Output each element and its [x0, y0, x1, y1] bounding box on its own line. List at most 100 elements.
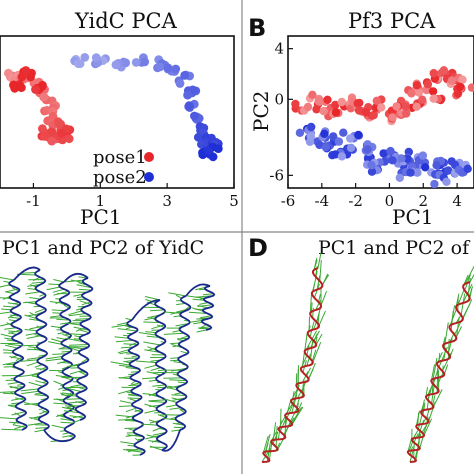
mode-vector	[119, 405, 133, 407]
panel-b-point-pose2	[331, 150, 340, 159]
panel-b-point-pose1	[331, 100, 340, 110]
mode-vector	[190, 319, 203, 323]
mode-vector	[191, 307, 204, 312]
mode-vector	[426, 409, 430, 419]
mode-vector	[318, 293, 321, 303]
panel-b-y-ticks: 4 0 -6	[269, 40, 293, 184]
mode-vector	[195, 286, 206, 291]
mode-vector	[61, 406, 77, 411]
mode-vector	[66, 364, 79, 368]
panel-b-y-tick-label: -6	[269, 166, 284, 184]
panel-a-point-pose2	[155, 62, 165, 72]
mode-vector	[152, 427, 162, 432]
panel-a-point-pose1	[47, 136, 57, 146]
mode-vector	[117, 322, 128, 326]
mode-vector	[0, 311, 12, 315]
panel-b-point-pose2	[334, 137, 344, 146]
mode-vector	[70, 384, 83, 388]
mode-vector	[123, 343, 138, 345]
yidc-helix	[8, 279, 28, 431]
mode-vector	[28, 381, 44, 387]
mode-vector	[27, 288, 37, 290]
panel-b-point-pose1	[323, 95, 332, 105]
mode-vector	[73, 293, 83, 297]
mode-vector	[75, 327, 86, 332]
mode-vector	[114, 336, 129, 339]
mode-vector	[443, 364, 449, 375]
mode-vector	[1, 308, 12, 311]
panel-b-point-pose2	[388, 156, 397, 165]
panel-b-point-pose1	[458, 75, 467, 84]
panel-a-point-pose2	[131, 58, 141, 67]
panel-a-point-pose1	[17, 72, 27, 82]
mode-vector	[53, 380, 64, 386]
panel-d-pf3-modes: D PC1 and PC2 of	[248, 234, 474, 463]
mode-vector	[316, 275, 321, 290]
mode-vector	[110, 361, 131, 366]
mode-vector	[432, 370, 439, 385]
mode-vector	[134, 409, 142, 413]
mode-vector	[173, 426, 185, 429]
panel-b-point-pose2	[339, 128, 348, 137]
mode-vector	[31, 281, 45, 284]
panel-b-pf3-pca: B Pf3 PCA -6 -4 -2 0 2 4 4 0 -6 PC1 PC2	[248, 9, 474, 229]
panel-c-title: PC1 and PC2 of YidC	[2, 237, 204, 259]
panel-b-point-pose1	[455, 82, 465, 92]
mode-vector	[118, 389, 132, 395]
mode-vector	[2, 349, 14, 352]
panel-b-point-pose1	[346, 104, 355, 113]
mode-vector	[76, 284, 92, 289]
yidc-helix	[154, 299, 168, 451]
mode-vector	[68, 310, 82, 316]
mode-vector	[51, 309, 66, 312]
mode-vector	[163, 332, 185, 335]
mode-vector	[171, 394, 186, 396]
mode-vector	[157, 414, 167, 418]
mode-vector	[313, 330, 320, 342]
mode-vector	[423, 418, 433, 436]
mode-vector	[4, 337, 13, 340]
mode-vector	[119, 351, 130, 355]
mode-vector	[24, 329, 38, 332]
panel-b-point-pose1	[412, 81, 422, 90]
mode-vector	[52, 288, 65, 293]
legend-pose2-label: pose2	[93, 167, 147, 188]
legend-pose1-label: pose1	[93, 147, 147, 168]
panel-b-point-pose2	[418, 151, 428, 160]
panel-b-point-pose1	[392, 102, 401, 111]
panel-a-point-pose1	[9, 80, 18, 90]
mode-vector	[73, 326, 90, 331]
mode-vector	[23, 402, 40, 407]
mode-vector	[66, 398, 82, 400]
mode-vector	[148, 399, 166, 402]
panel-b-point-pose1	[308, 90, 317, 100]
panel-b-point-pose1	[428, 87, 438, 96]
mode-vector	[62, 333, 71, 338]
mode-vector	[70, 403, 77, 409]
mode-vector	[34, 394, 48, 397]
panel-a-point-pose2	[213, 144, 223, 154]
mode-vector	[1, 428, 23, 431]
yidc-helix	[74, 277, 94, 421]
mode-vector	[460, 293, 466, 316]
panel-a-point-pose2	[180, 71, 190, 80]
mode-vector	[9, 356, 23, 360]
panel-b-point-pose2	[354, 130, 363, 140]
mode-vector	[53, 279, 65, 283]
panel-b-point-pose2	[379, 149, 388, 158]
panel-b-point-pose1	[291, 99, 300, 109]
mode-vector	[141, 423, 158, 426]
panel-b-point-pose2	[421, 163, 430, 172]
mode-vector	[169, 379, 187, 382]
panel-b-x-tick-label: -2	[348, 192, 363, 210]
mode-vector	[192, 298, 205, 301]
panel-b-x-ticks: -6 -4 -2 0 2 4	[281, 183, 462, 210]
mode-vector	[272, 431, 279, 445]
panel-b-x-tick-label: 2	[418, 192, 428, 210]
mode-vector	[0, 417, 18, 420]
panel-b-x-tick-label: 4	[452, 192, 462, 210]
mode-vector	[78, 329, 90, 334]
mode-vector	[25, 301, 37, 305]
mode-vector	[312, 307, 314, 318]
panel-a-point-pose1	[31, 85, 40, 94]
